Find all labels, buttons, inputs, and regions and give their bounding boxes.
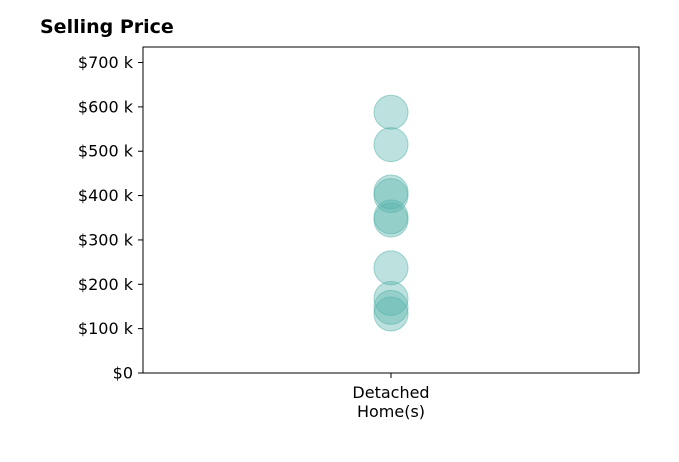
y-tick-label: $0 [113,364,133,383]
points-layer [373,94,409,332]
y-tick-label: $400 k [78,186,134,205]
chart-title: Selling Price [40,16,174,38]
data-point [373,202,409,238]
x-axis: Detached Home(s) [352,373,430,421]
y-axis: $0 $100 k $200 k $300 k $400 k $500 k $600 k $7… [78,53,143,383]
data-point [373,296,409,332]
y-tick-label: $600 k [78,97,134,116]
data-point [373,94,409,130]
y-tick-label: $500 k [78,142,134,161]
data-point [373,127,409,163]
y-tick-label: $700 k [78,53,134,72]
x-tick-label: Detached Home(s) [352,383,429,421]
data-point [373,178,409,214]
y-tick-label: $300 k [78,230,134,249]
data-point [373,280,409,316]
y-tick-label: $100 k [78,319,134,338]
y-tick-label: $200 k [78,275,134,294]
data-point [373,250,409,286]
